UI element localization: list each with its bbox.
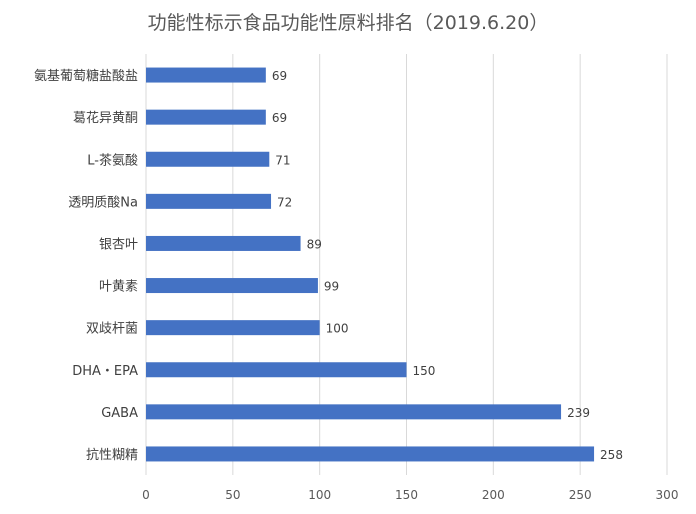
x-tick-label-150: 150 (395, 488, 418, 502)
value-label-5: 99 (324, 280, 339, 294)
chart-title: 功能性标示食品功能性原料排名（2019.6.20） (147, 12, 549, 34)
bar-0 (146, 67, 266, 83)
category-label-9: 抗性糊精 (86, 447, 138, 463)
bar-6 (146, 320, 320, 336)
value-label-3: 72 (277, 195, 292, 209)
category-label-1: 葛花异黄酮 (73, 110, 138, 126)
value-label-9: 258 (600, 448, 623, 462)
value-label-2: 71 (275, 153, 290, 167)
value-label-6: 100 (326, 322, 349, 336)
x-tick-label-50: 50 (225, 488, 240, 502)
value-label-4: 89 (307, 237, 322, 251)
category-label-4: 银杏叶 (99, 237, 138, 252)
x-tick-label-0: 0 (142, 488, 150, 502)
bar-4 (146, 235, 301, 251)
x-tick-label-200: 200 (482, 488, 505, 502)
value-label-7: 150 (413, 364, 436, 378)
bar-1 (146, 109, 266, 125)
value-label-1: 69 (272, 111, 287, 125)
category-label-3: 透明质酸Na (68, 195, 138, 210)
bar-2 (146, 151, 270, 167)
bar-3 (146, 193, 272, 209)
category-label-7: DHA・EPA (72, 364, 138, 379)
category-label-2: L-茶氨酸 (87, 152, 138, 168)
category-label-0: 氨基葡萄糖盐酸盐 (34, 68, 138, 84)
value-label-0: 69 (272, 69, 287, 83)
bar-8 (146, 404, 562, 420)
category-label-5: 叶黄素 (99, 280, 138, 295)
category-label-6: 双歧杆菌 (86, 322, 138, 337)
value-label-8: 239 (567, 406, 590, 420)
x-tick-label-300: 300 (656, 488, 679, 502)
bar-9 (146, 446, 595, 462)
x-tick-label-250: 250 (569, 488, 592, 502)
x-tick-label-100: 100 (308, 488, 331, 502)
bar-5 (146, 278, 318, 294)
category-label-8: GABA (101, 406, 138, 421)
bar-7 (146, 362, 407, 378)
